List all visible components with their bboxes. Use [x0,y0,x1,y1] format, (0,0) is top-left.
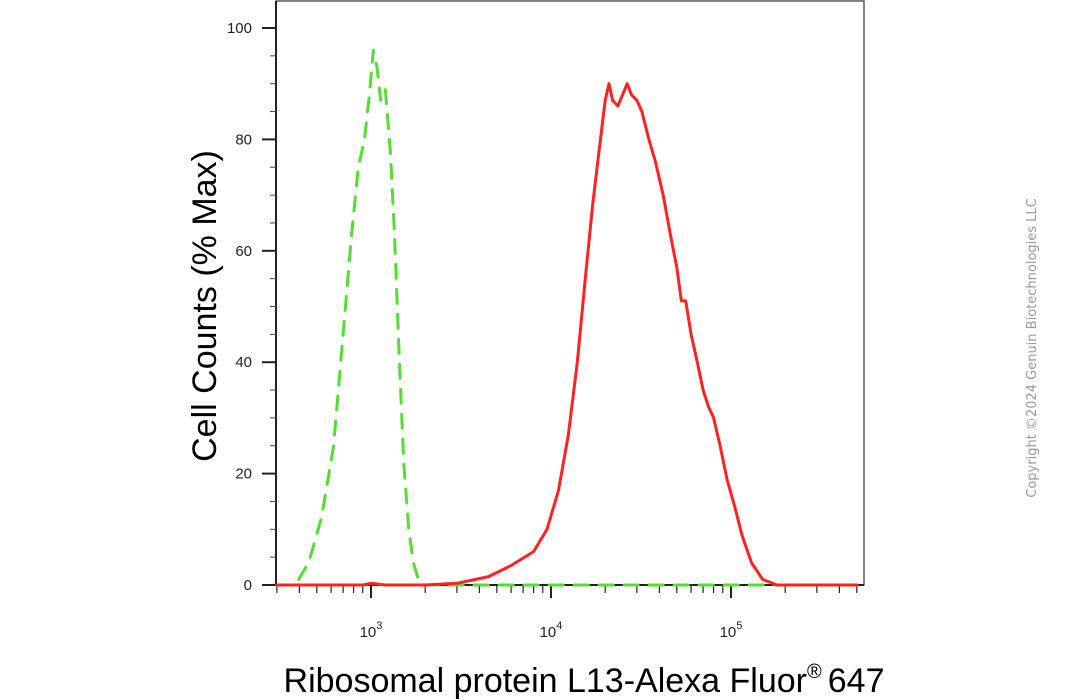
y-axis-label: Cell Counts (% Max) [186,150,224,462]
isotype-control-line [275,48,859,587]
x-tick-label: 104 [540,620,563,641]
y-tick-label: 100 [227,20,252,37]
x-axis-label-main: Ribosomal protein L13-Alexa Fluor [284,662,807,700]
plot-frame [275,0,865,586]
x-axis-ticks: 103 104 105 [276,585,858,641]
y-tick-label: 80 [235,131,252,148]
y-tick-label: 60 [235,243,252,260]
y-axis-ticks: 0 20 40 60 80 100 [227,20,276,594]
y-tick-label: 20 [235,466,252,483]
sample-histogram-line [275,82,859,587]
copyright-text: Copyright ©2024 Genuin Biotechnologies L… [1025,198,1040,497]
x-tick-label: 103 [360,620,383,641]
x-axis-label-suffix: 647 [828,662,885,700]
x-tick-label: 105 [720,620,743,641]
x-axis-label-registered: ® [807,661,822,683]
series-layer [275,48,859,587]
y-tick-label: 40 [235,354,252,371]
x-axis-label: Ribosomal protein L13-Alexa Fluor® 647 [284,661,885,700]
y-tick-label: 0 [244,577,252,594]
